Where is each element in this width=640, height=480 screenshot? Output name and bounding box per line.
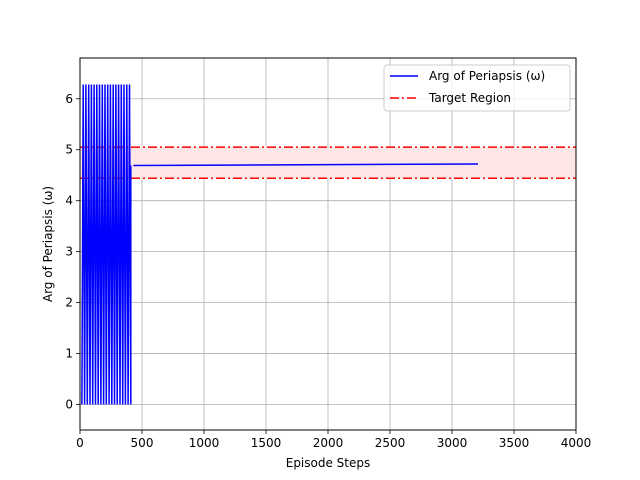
x-tick-label: 3000 [437, 436, 468, 450]
x-tick-label: 500 [131, 436, 154, 450]
legend-label-series: Arg of Periapsis (ω) [429, 69, 545, 83]
x-tick-label: 2500 [375, 436, 406, 450]
y-tick-label: 6 [65, 92, 73, 106]
target-region-band [80, 146, 576, 180]
legend-box [383, 64, 571, 112]
x-axis-ticks: 0 500 1000 1500 2000 2500 3000 3500 4000 [76, 430, 591, 450]
y-tick-label: 3 [65, 245, 73, 259]
y-axis-ticks: 0 1 2 3 4 5 6 [65, 92, 80, 412]
y-tick-label: 4 [65, 194, 73, 208]
grid-lines [79, 58, 577, 430]
series-layer [81, 84, 479, 405]
x-axis-label: Episode Steps [286, 456, 371, 470]
legend-label-target: Target Region [428, 91, 511, 105]
target-region-fill [80, 147, 576, 179]
series-oscillation-line [81, 84, 132, 405]
y-tick-label: 2 [65, 296, 73, 310]
y-tick-label: 0 [65, 398, 73, 412]
series-tail-line [133, 163, 479, 167]
y-tick-label: 1 [65, 347, 73, 361]
x-tick-label: 2000 [313, 436, 344, 450]
x-tick-label: 0 [76, 436, 84, 450]
y-tick-label: 5 [65, 143, 73, 157]
x-tick-label: 1000 [189, 436, 220, 450]
x-tick-label: 3500 [499, 436, 530, 450]
x-tick-label: 4000 [561, 436, 592, 450]
x-tick-label: 1500 [251, 436, 282, 450]
legend: Arg of Periapsis (ω) Target Region [383, 64, 571, 112]
y-axis-label: Arg of Periapsis (ω) [41, 186, 55, 302]
